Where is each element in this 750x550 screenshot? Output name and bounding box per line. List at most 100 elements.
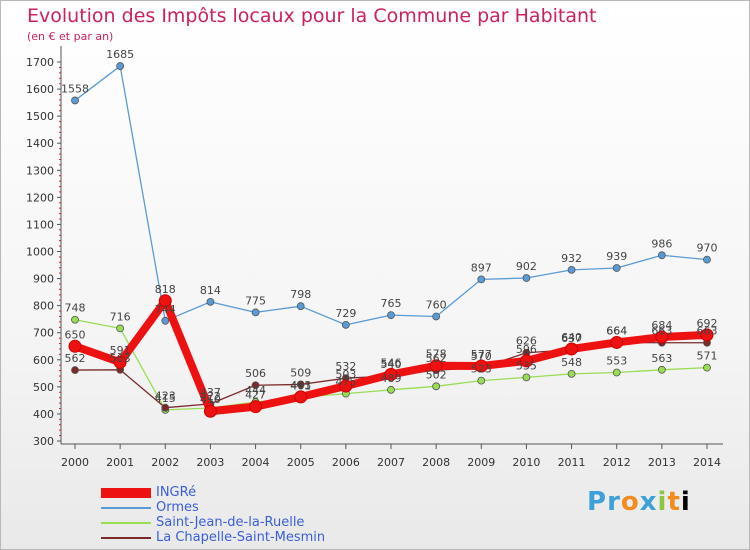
x-tick-label: 2008	[422, 456, 450, 469]
data-label-0: 591	[110, 344, 131, 357]
data-label-2: 748	[65, 302, 86, 315]
data-point-2	[116, 324, 125, 333]
data-label-1: 897	[471, 261, 492, 274]
data-point-1	[657, 251, 666, 260]
data-point-0	[203, 404, 217, 418]
data-label-1: 765	[381, 297, 402, 310]
x-tick-label: 2005	[287, 456, 315, 469]
data-label-1: 1685	[106, 48, 134, 61]
data-label-2: 461	[290, 379, 311, 392]
data-point-0	[429, 359, 443, 373]
data-label-1: 939	[606, 250, 627, 263]
data-point-1	[612, 264, 621, 272]
data-label-0: 546	[381, 356, 402, 369]
data-label-3: 509	[290, 366, 311, 379]
data-point-2	[71, 315, 79, 324]
data-label-0: 692	[697, 317, 718, 330]
y-tick-label: 500	[33, 381, 54, 394]
legend-label: La Chapelle-Saint-Mesmin	[156, 530, 326, 545]
x-tick-label: 2013	[648, 456, 676, 469]
x-tick-label: 2012	[603, 456, 631, 469]
data-label-2: 502	[426, 368, 447, 381]
data-label-0: 818	[155, 283, 176, 296]
data-label-3: 506	[245, 367, 266, 380]
data-point-1	[341, 320, 350, 329]
data-label-1: 775	[245, 294, 266, 307]
data-point-3	[251, 381, 260, 390]
data-point-2	[477, 376, 486, 385]
data-label-3: 563	[110, 352, 131, 365]
data-point-0	[249, 400, 263, 414]
data-label-1: 729	[335, 307, 356, 320]
data-label-2: 475	[335, 376, 356, 389]
y-tick-label: 1500	[26, 110, 54, 123]
data-point-1	[206, 297, 215, 306]
proxiti-logo: Proxiti	[587, 487, 691, 517]
data-point-0	[158, 294, 172, 308]
data-label-3: 637	[561, 332, 582, 345]
legend-swatch	[101, 488, 151, 498]
data-label-0: 578	[426, 348, 447, 361]
data-point-1	[387, 311, 395, 320]
data-point-2	[703, 363, 711, 372]
data-label-2: 716	[110, 310, 131, 323]
y-tick-label: 1600	[26, 83, 54, 96]
data-point-0	[655, 330, 669, 344]
data-label-1: 760	[426, 298, 447, 311]
data-point-1	[251, 308, 260, 317]
data-point-3	[296, 380, 305, 389]
y-tick-label: 900	[33, 273, 54, 286]
chart-subtitle: (en € et par an)	[27, 30, 114, 43]
y-tick-label: 1200	[26, 191, 54, 204]
data-label-2: 489	[381, 372, 402, 385]
y-tick-label: 1300	[26, 164, 54, 177]
legend-label: INGRé	[156, 485, 197, 500]
data-label-3: 626	[516, 335, 537, 348]
data-point-1	[161, 316, 170, 325]
data-label-3: 663	[651, 325, 672, 338]
x-tick-label: 2003	[196, 456, 224, 469]
data-point-2	[432, 382, 441, 391]
data-label-1: 986	[651, 237, 672, 250]
x-tick-label: 2007	[377, 456, 405, 469]
data-label-0: 664	[606, 324, 627, 337]
data-label-0: 463	[290, 379, 311, 392]
data-label-1: 744	[155, 303, 176, 316]
y-tick-label: 700	[33, 327, 54, 340]
data-label-1: 932	[561, 252, 582, 265]
data-point-0	[384, 367, 398, 381]
data-label-2: 444	[245, 384, 266, 397]
data-point-3	[161, 403, 170, 412]
data-label-3: 540	[381, 358, 402, 371]
data-label-1: 814	[200, 284, 221, 297]
y-tick-label: 1700	[26, 56, 54, 69]
data-point-1	[567, 266, 576, 274]
data-label-0: 650	[65, 328, 86, 341]
data-label-1: 970	[697, 242, 718, 255]
y-tick-label: 300	[33, 435, 54, 448]
data-label-0: 410	[200, 393, 221, 406]
x-tick-label: 2009	[467, 456, 495, 469]
x-tick-label: 2001	[106, 456, 134, 469]
data-label-2: 553	[606, 355, 627, 368]
data-point-0	[339, 379, 353, 393]
data-point-0	[68, 339, 82, 353]
data-label-0: 427	[245, 389, 266, 402]
data-point-0	[474, 359, 488, 373]
data-label-1: 1558	[61, 82, 89, 95]
data-point-2	[387, 385, 395, 394]
data-label-1: 798	[290, 288, 311, 301]
data-point-0	[519, 354, 533, 368]
data-label-3: 663	[697, 325, 718, 338]
data-point-2	[522, 373, 531, 382]
legend-swatch	[101, 522, 151, 524]
y-tick-label: 1100	[26, 218, 54, 231]
x-tick-label: 2010	[512, 456, 540, 469]
y-tick-label: 800	[33, 300, 54, 313]
data-point-1	[432, 312, 441, 321]
data-point-1	[477, 275, 486, 284]
data-label-3: 570	[471, 350, 492, 363]
data-label-2: 535	[516, 359, 537, 372]
